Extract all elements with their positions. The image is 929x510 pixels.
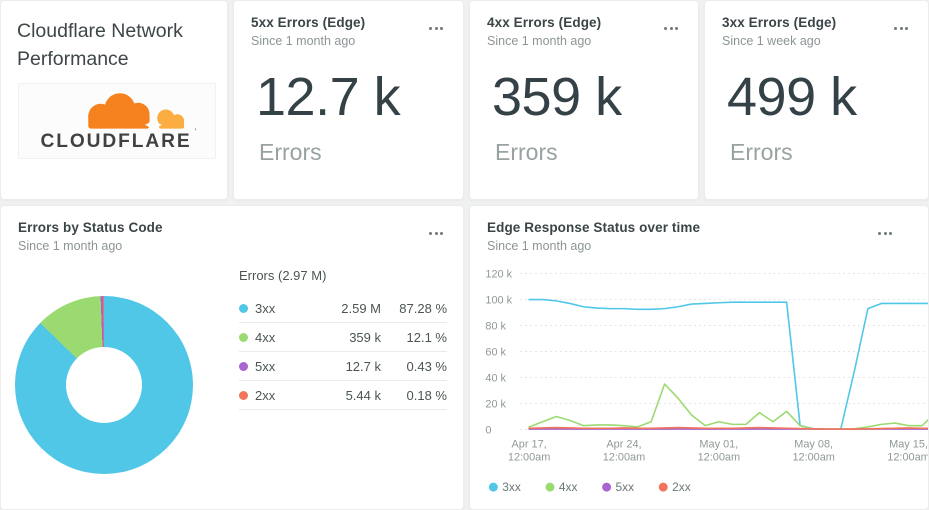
legend-dot-icon [602,482,612,492]
more-menu-icon[interactable] [874,228,896,239]
more-menu-icon[interactable] [660,23,682,34]
dashboard-title: Cloudflare Network Performance [17,20,183,70]
x-axis-tick-label: May 15, [889,438,928,450]
card-subtitle: Since 1 month ago [487,34,592,48]
legend-label: 5xx [616,480,635,494]
facet-percent: 12.1 % [406,329,447,345]
line-series-2xx [528,426,928,430]
facet-percent: 0.43 % [406,358,447,374]
stat-card-5xx: 5xx Errors (Edge) Since 1 month ago 12.7… [233,0,464,200]
line-series-4xx [528,383,928,430]
stat-card-3xx: 3xx Errors (Edge) Since 1 week ago 499 k… [704,0,929,200]
more-menu-icon[interactable] [890,23,912,34]
facet-row-2xx[interactable]: 2xx 5.44 k 0.18 % [239,381,447,410]
series-color-dot [239,303,248,313]
line-series-3xx [528,298,928,430]
legend-label: 4xx [559,480,578,494]
legend-dot-icon [488,482,498,492]
facet-value: 12.7 k [345,358,381,374]
legend-dot-icon [545,482,555,492]
facet-table-title: Errors (2.97 M) [239,268,327,283]
donut-chart[interactable] [15,296,193,474]
card-subtitle: Since 1 week ago [722,34,821,48]
x-axis-tick-label: 12:00am [603,451,645,463]
x-axis-tick-label: May 01, [699,438,738,450]
x-axis-tick-label: 12:00am [698,451,740,463]
y-axis-tick-label: 120 k [485,269,512,281]
facet-row-3xx[interactable]: 3xx 2.59 M 87.28 % [239,294,447,323]
series-color-dot [239,332,248,342]
donut-hole [66,347,142,423]
cloudflare-logo: CLOUDFLARE ' [18,83,216,159]
x-axis-tick-label: Apr 17, [512,438,547,450]
x-axis-tick-label: Apr 24, [606,438,641,450]
y-axis-tick-label: 80 k [485,321,506,333]
series-color-dot [239,361,248,371]
facet-label: 2xx [255,387,276,403]
card-title: 3xx Errors (Edge) [722,15,837,30]
stat-value: 12.7 k [256,67,401,127]
cloudflare-wordmark: CLOUDFLARE [41,131,192,152]
facet-table: Errors (2.97 M) 3xx 2.59 M 87.28 % 4xx 3… [239,268,447,410]
card-title: 4xx Errors (Edge) [487,15,602,30]
facet-label: 3xx [255,300,276,316]
card-subtitle: Since 1 month ago [18,239,123,253]
legend-item-3xx[interactable]: 3xx [488,480,521,494]
svg-text:': ' [195,126,197,136]
facet-percent: 87.28 % [399,300,447,316]
stat-unit: Errors [730,139,793,165]
legend-item-4xx[interactable]: 4xx [545,480,578,494]
facet-label: 4xx [255,329,276,345]
facet-value: 2.59 M [341,300,381,316]
y-axis-tick-label: 20 k [485,399,506,411]
cloudflare-logo-image: CLOUDFLARE ' [41,93,197,152]
legend-label: 2xx [672,480,691,494]
y-axis-tick-label: 40 k [485,373,506,385]
x-axis-tick-label: May 08, [794,438,833,450]
edge-response-status-card: 120 k 100 k 80 k 60 k 40 k 20 k 0 Apr 17, 12:00a… [469,205,929,510]
legend-item-5xx[interactable]: 5xx [602,480,634,494]
card-subtitle: Since 1 month ago [487,239,592,253]
facet-value: 5.44 k [345,387,381,403]
stat-value: 359 k [492,67,622,127]
more-menu-icon[interactable] [425,23,447,34]
y-axis-tick-label: 0 [485,424,491,436]
card-title: 5xx Errors (Edge) [251,15,366,30]
stat-card-4xx: 4xx Errors (Edge) Since 1 month ago 359 … [469,0,699,200]
series-color-dot [239,390,248,400]
errors-by-status-code-card: Errors by Status Code Since 1 month ago … [0,205,464,510]
stat-value: 499 k [727,67,857,127]
card-subtitle: Since 1 month ago [251,34,356,48]
facet-row-4xx[interactable]: 4xx 359 k 12.1 % [239,323,447,352]
y-axis-tick-label: 60 k [485,347,506,359]
stat-unit: Errors [495,139,558,165]
y-axis-tick-label: 100 k [485,295,512,307]
legend-label: 3xx [502,480,521,494]
x-axis-tick-label: 12:00am [792,451,834,463]
legend-dot-icon [658,482,668,492]
x-axis-tick-label: 12:00am [887,451,928,463]
facet-label: 5xx [255,358,276,374]
card-title: Edge Response Status over time [487,220,701,235]
cloudflare-cloud-icon [88,93,185,134]
facet-row-5xx[interactable]: 5xx 12.7 k 0.43 % [239,352,447,381]
more-menu-icon[interactable] [425,228,447,239]
x-axis-tick-label: 12:00am [508,451,550,463]
facet-value: 359 k [349,329,381,345]
card-title: Errors by Status Code [18,220,163,235]
facet-percent: 0.18 % [406,387,447,403]
legend-item-2xx[interactable]: 2xx [658,480,691,494]
stat-unit: Errors [259,139,322,165]
title-card: Cloudflare Network Performance CLOUDFLAR… [0,0,228,200]
